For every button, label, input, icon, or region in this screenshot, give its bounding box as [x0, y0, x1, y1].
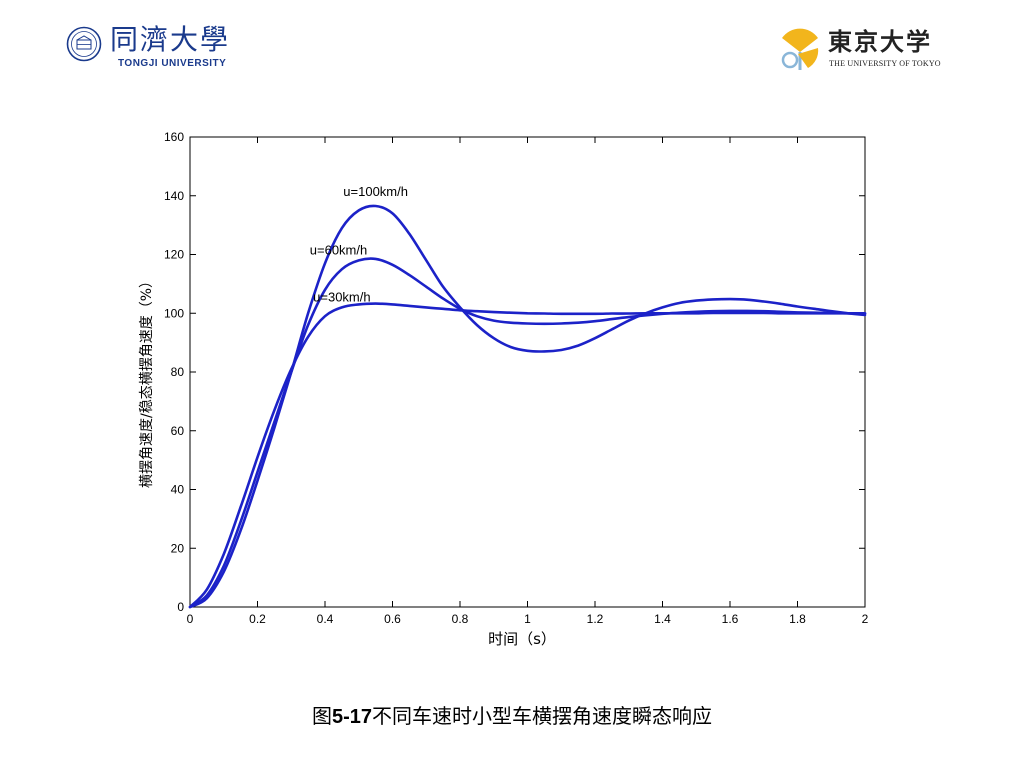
series-annotation: u=100km/h	[343, 184, 408, 199]
annotation-layer: u=100km/h u=60km/h u=30km/h	[310, 184, 408, 305]
series-annotation: u=30km/h	[313, 290, 370, 305]
x-axis-ticks: 0 0.2 0.4 0.6 0.8 1 1.2 1.4 1.6 1.8 2	[187, 137, 869, 626]
ginkgo-leaf-icon	[781, 28, 819, 70]
x-tick-label: 0	[187, 612, 194, 626]
y-tick-label: 140	[164, 189, 184, 203]
y-axis-ticks: 0 20 40 60 80 100 120 140 160	[164, 130, 865, 614]
y-tick-label: 0	[177, 600, 184, 614]
series-u60-line	[188, 257, 867, 609]
y-tick-label: 80	[171, 365, 185, 379]
caption-prefix: 图	[311, 704, 332, 728]
y-tick-label: 40	[171, 483, 185, 497]
tokyo-name-en: THE UNIVERSITY OF TOKYO	[829, 59, 941, 68]
x-tick-label: 1.8	[789, 612, 806, 626]
series-u30-line	[188, 302, 867, 609]
series-layer	[188, 204, 867, 609]
x-tick-label: 1.2	[587, 612, 604, 626]
caption-text: 不同车速时小型车横摆角速度瞬态响应	[372, 704, 713, 728]
x-tick-label: 2	[862, 612, 869, 626]
y-tick-label: 20	[171, 541, 185, 555]
y-axis-label: 横摆角速度/稳态横摆角速度（%）	[139, 274, 155, 488]
x-tick-label: 0.2	[249, 612, 266, 626]
tongji-university-logo: 同濟大學 TONGJI UNIVERSITY	[66, 22, 256, 72]
tongji-name-cn: 同濟大學	[110, 23, 231, 56]
x-tick-label: 0.6	[384, 612, 401, 626]
x-tick-label: 1.6	[722, 612, 739, 626]
x-tick-label: 1.4	[654, 612, 671, 626]
y-tick-label: 120	[164, 248, 184, 262]
x-tick-label: 1	[524, 612, 531, 626]
series-annotation: u=60km/h	[310, 243, 367, 258]
y-tick-label: 60	[171, 424, 185, 438]
series-u100-line	[188, 204, 867, 609]
tokyo-name-cn: 東京大学	[828, 27, 932, 56]
x-tick-label: 0.8	[452, 612, 469, 626]
tongji-name-en: TONGJI UNIVERSITY	[118, 58, 227, 69]
y-tick-label: 160	[164, 130, 184, 144]
caption-number: 5-17	[331, 706, 373, 728]
figure-caption: 图5-17不同车速时小型车横摆角速度瞬态响应	[0, 700, 1024, 729]
tokyo-university-logo: 東京大学 THE UNIVERSITY OF TOKYO	[778, 28, 958, 74]
x-axis-label: 时间（s）	[488, 630, 556, 648]
tongji-seal-icon	[66, 26, 102, 62]
y-tick-label: 100	[164, 306, 184, 320]
x-tick-label: 0.4	[317, 612, 334, 626]
